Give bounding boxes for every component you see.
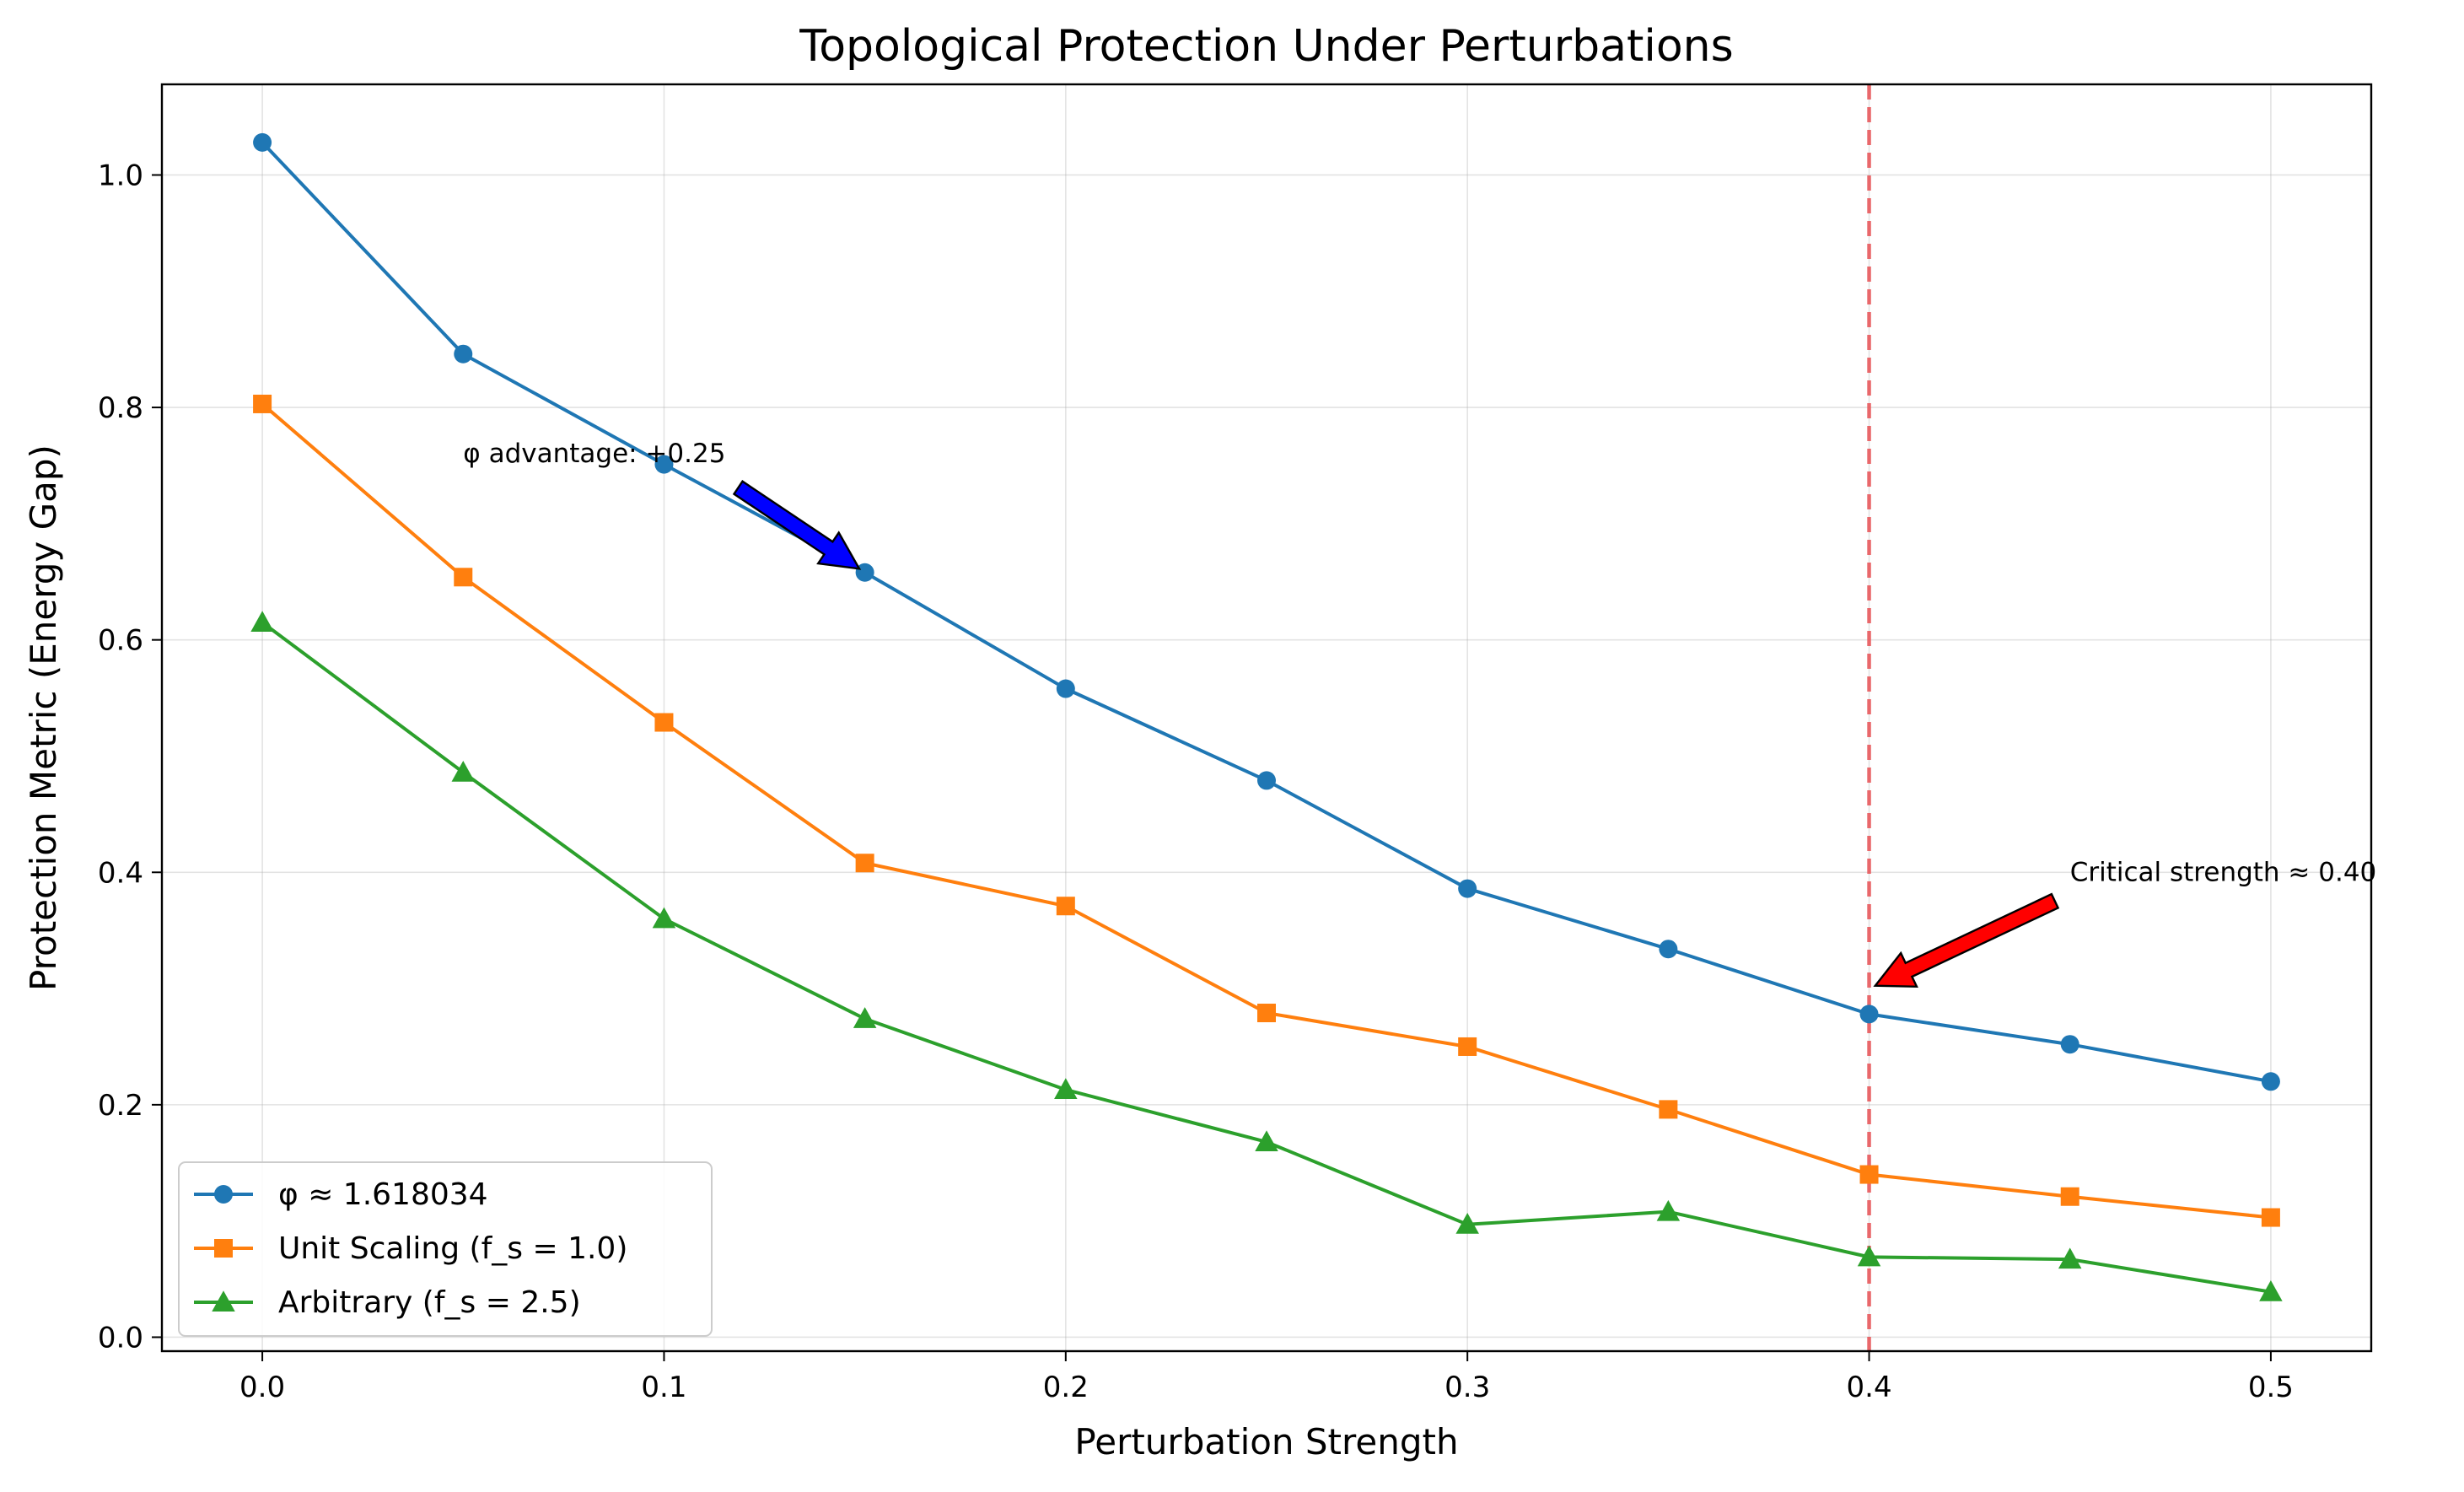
y-tick-label: 0.6 [98,624,143,658]
series-1 [253,132,2280,1091]
plot-frame [160,83,2373,1353]
data-point [250,611,274,633]
data-point [2058,1247,2082,1269]
data-point [454,568,473,587]
y-axis-label: Protection Metric (Energy Gap) [23,444,64,991]
data-point [1857,1245,1881,1267]
data-point [855,854,874,873]
data-point [2060,1187,2079,1206]
annotation-arrow-2 [1873,892,2060,988]
x-tick-label: 0.4 [1847,1371,1892,1404]
data-point [2060,1035,2079,1054]
y-tick-label: 0.2 [98,1089,143,1123]
legend-label: Arbitrary (f_s = 2.5) [278,1285,581,1320]
data-point [1056,897,1075,916]
data-point [2259,1279,2283,1301]
x-tick-label: 0.5 [2248,1371,2294,1404]
annotation-layer: φ advantage: +0.25 Critical strength ≈ 0.… [463,439,2377,988]
legend-marker [214,1239,233,1258]
data-point [652,907,676,929]
data-point [654,713,674,732]
legend-label: Unit Scaling (f_s = 1.0) [278,1231,627,1266]
x-tick-label: 0.3 [1445,1371,1490,1404]
data-point [253,394,272,413]
data-point [1257,1004,1276,1023]
data-point [1859,1165,1879,1184]
x-tick-label: 0.0 [239,1371,285,1404]
legend-box [178,1161,713,1337]
series-3 [250,611,2283,1301]
data-point [1458,1037,1477,1056]
data-point [451,761,476,782]
y-tick-label: 0.0 [98,1321,143,1355]
annotation-text-1: φ advantage: +0.25 [463,439,725,469]
y-tick-label: 1.0 [98,159,143,192]
data-point [1054,1078,1078,1099]
series-layer [250,132,2283,1301]
x-axis-label: Perturbation Strength [1074,1421,1458,1462]
series-2 [253,394,2280,1227]
annotation-text-2: Critical strength ≈ 0.40 [2070,857,2377,887]
x-tick-label: 0.2 [1043,1371,1089,1404]
data-point [855,563,874,582]
data-point [1656,1199,1681,1221]
data-point [1255,1130,1278,1151]
data-point [454,344,473,364]
grid [162,84,2371,1351]
data-point [1257,771,1276,790]
legend: φ ≈ 1.618034 Unit Scaling (f_s = 1.0) Arbi… [178,1161,713,1337]
data-point [654,455,674,474]
data-point [2261,1208,2280,1227]
data-point [1455,1213,1479,1234]
data-point [253,132,272,152]
data-point [1659,940,1678,959]
chart-title: Topological Protection Under Perturbatio… [799,21,1733,72]
axis-ticks: 0.0 0.1 0.2 0.3 0.4 0.5 0.0 0.2 0.4 0.6 0.8 1.0 [98,159,2294,1404]
data-point [1056,679,1075,698]
annotation-arrow-1 [732,480,862,570]
legend-marker [214,1185,233,1204]
y-tick-label: 0.4 [98,856,143,890]
legend-marker [212,1290,235,1312]
data-point [853,1007,877,1028]
y-tick-label: 0.8 [98,391,143,425]
data-point [1859,1005,1879,1024]
data-point [1659,1100,1678,1119]
data-point [2261,1072,2280,1091]
data-point [1458,879,1477,898]
legend-label: φ ≈ 1.618034 [278,1177,488,1212]
x-tick-label: 0.1 [641,1371,686,1404]
